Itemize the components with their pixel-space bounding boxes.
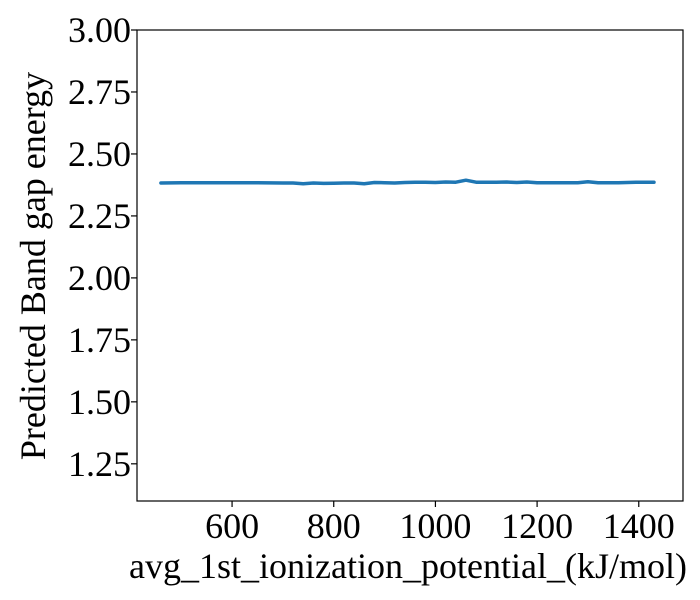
x-axis-title: avg_1st_ionization_potential_(kJ/mol) bbox=[129, 546, 687, 586]
y-tick-label: 1.75 bbox=[68, 320, 131, 360]
y-tick-label: 1.25 bbox=[68, 444, 131, 484]
y-tick-label: 2.75 bbox=[68, 72, 131, 112]
y-tick-label: 3.00 bbox=[68, 10, 131, 50]
y-tick-label: 2.50 bbox=[68, 134, 131, 174]
y-axis-title: Predicted Band gap energy bbox=[13, 72, 53, 460]
x-tick-label: 1000 bbox=[399, 506, 471, 546]
y-tick-label: 2.00 bbox=[68, 258, 131, 298]
y-axis: 1.25 1.50 1.75 2.00 2.25 2.50 2.75 3.00 bbox=[68, 10, 137, 484]
x-tick-label: 600 bbox=[205, 506, 259, 546]
y-tick-label: 2.25 bbox=[68, 196, 131, 236]
series-layer bbox=[159, 178, 656, 186]
x-tick-label: 800 bbox=[307, 506, 361, 546]
x-axis: 600 800 1000 1200 1400 bbox=[205, 501, 675, 546]
x-tick-label: 1200 bbox=[501, 506, 573, 546]
plot-area bbox=[136, 29, 684, 502]
y-tick-label: 1.50 bbox=[68, 382, 131, 422]
x-tick-label: 1400 bbox=[603, 506, 675, 546]
series-line bbox=[159, 178, 656, 186]
